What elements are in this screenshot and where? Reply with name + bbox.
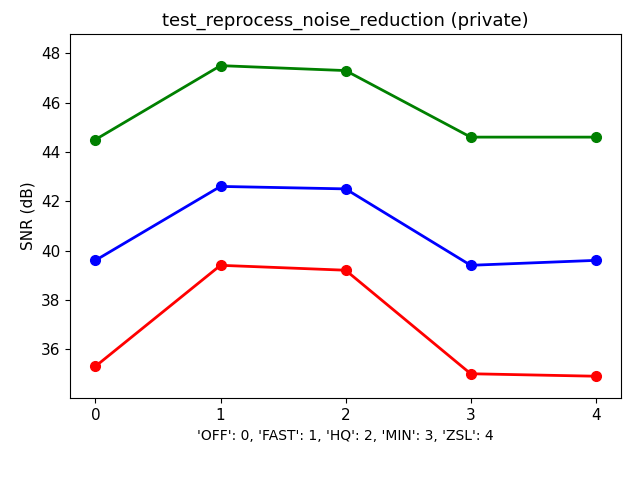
Y-axis label: SNR (dB): SNR (dB) — [20, 182, 36, 250]
X-axis label: 'OFF': 0, 'FAST': 1, 'HQ': 2, 'MIN': 3, 'ZSL': 4: 'OFF': 0, 'FAST': 1, 'HQ': 2, 'MIN': 3, … — [197, 429, 494, 443]
Title: test_reprocess_noise_reduction (private): test_reprocess_noise_reduction (private) — [163, 11, 529, 30]
